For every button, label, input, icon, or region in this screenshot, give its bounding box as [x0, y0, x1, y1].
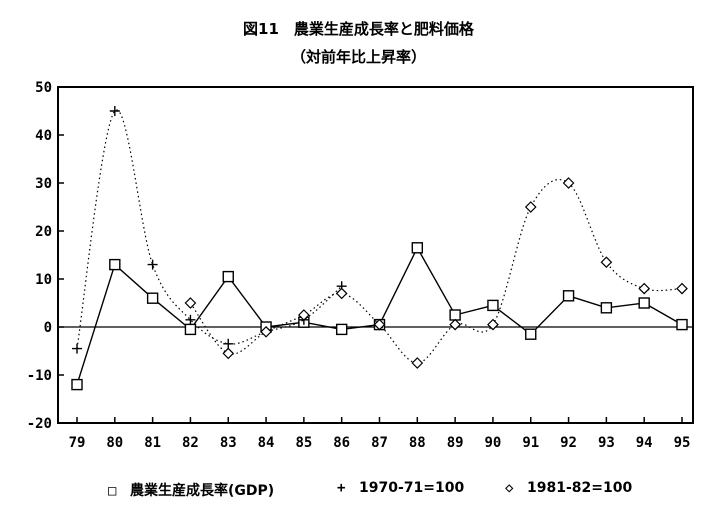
- data-point-diamond: [335, 287, 348, 300]
- data-point-diamond: [184, 297, 197, 309]
- data-point-diamond: [298, 309, 310, 321]
- data-point-diamond: [600, 256, 613, 269]
- data-point-square: [71, 378, 83, 391]
- x-tick-label: 95: [674, 435, 691, 451]
- data-point-plus: [147, 259, 158, 270]
- data-point-diamond: [411, 357, 424, 369]
- diamond-marker-icon: ◇: [505, 480, 514, 496]
- data-point-square: [335, 323, 348, 336]
- data-point-diamond: [487, 318, 499, 331]
- x-tick-label: 85: [295, 435, 312, 451]
- x-tick-label: 94: [636, 435, 653, 451]
- x-tick-label: 79: [69, 435, 86, 451]
- y-tick-label: -10: [27, 368, 52, 384]
- x-tick-label: 88: [409, 435, 426, 451]
- chart-subtitle: （対前年比上昇率）: [290, 48, 426, 66]
- x-tick-label: 91: [522, 435, 539, 451]
- y-tick-label: -20: [27, 416, 52, 432]
- data-point-square: [449, 309, 461, 321]
- data-point-plus: [72, 343, 82, 354]
- legend-label-1970: 1970-71=100: [359, 480, 465, 496]
- y-tick-label: 30: [35, 176, 52, 192]
- x-tick-label: 92: [560, 435, 577, 451]
- plus-marker-icon: +: [337, 480, 346, 496]
- legend-item-1970: +1970-71=100: [337, 480, 464, 496]
- data-point-square: [222, 270, 234, 283]
- y-tick-label: 0: [44, 320, 52, 336]
- chart-title: 図11 農業生産成長率と肥料価格: [243, 20, 474, 38]
- data-point-plus: [185, 314, 196, 325]
- x-tick-label: 89: [447, 435, 464, 451]
- data-point-plus: [109, 106, 120, 116]
- x-tick-label: 83: [220, 435, 237, 451]
- data-point-square: [638, 297, 650, 309]
- data-point-diamond: [222, 347, 235, 360]
- data-point-diamond: [260, 325, 272, 338]
- data-point-square: [109, 258, 121, 271]
- legend-label-gdp: 農業生産成長率(GDP): [130, 483, 275, 499]
- legend: □ 農業生産成長率(GDP) +1970-71=100 ◇ 1981-82=100: [0, 480, 717, 504]
- data-point-square: [562, 290, 575, 302]
- x-tick-label: 84: [258, 435, 275, 451]
- data-point-square: [600, 302, 613, 314]
- data-point-diamond: [676, 282, 688, 295]
- data-point-square: [525, 328, 537, 340]
- data-point-square: [184, 323, 197, 336]
- data-point-diamond: [524, 201, 537, 213]
- y-tick-label: 40: [35, 128, 52, 144]
- series-line-2: [189, 178, 683, 364]
- legend-label-1981: 1981-82=100: [527, 480, 633, 496]
- data-point-square: [411, 242, 424, 254]
- y-tick-label: 20: [35, 224, 52, 240]
- legend-item-1981: ◇ 1981-82=100: [505, 480, 632, 496]
- x-tick-label: 86: [333, 435, 350, 451]
- x-tick-label: 81: [144, 435, 161, 451]
- x-tick-label: 90: [485, 435, 502, 451]
- data-point-diamond: [562, 177, 575, 189]
- data-point-diamond: [373, 318, 386, 331]
- x-tick-label: 93: [598, 435, 615, 451]
- legend-item-gdp: □ 農業生産成長率(GDP): [108, 480, 274, 500]
- square-marker-icon: □: [108, 483, 117, 499]
- y-tick-label: 10: [35, 272, 52, 288]
- x-tick-label: 82: [182, 435, 199, 451]
- x-tick-label: 87: [371, 435, 388, 451]
- series-line-0: [76, 246, 683, 385]
- plot-frame: [57, 86, 694, 424]
- data-point-square: [676, 318, 688, 331]
- x-tick-label: 80: [106, 435, 123, 451]
- data-point-diamond: [449, 318, 461, 331]
- data-point-plus: [223, 338, 234, 349]
- y-tick-label: 50: [35, 80, 52, 96]
- data-point-square: [487, 299, 499, 312]
- data-point-diamond: [638, 282, 651, 295]
- data-point-square: [146, 292, 159, 304]
